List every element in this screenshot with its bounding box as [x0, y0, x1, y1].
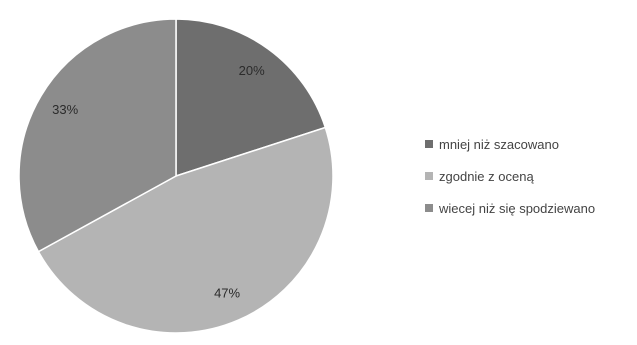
legend-item-mniej: mniej niż szacowano	[425, 135, 595, 153]
pie-label-wiecej: 33%	[52, 102, 78, 117]
legend-label-mniej: mniej niż szacowano	[439, 136, 559, 152]
pie-label-zgodnie: 47%	[214, 286, 240, 301]
pie-slice-zgodnie	[37, 126, 334, 334]
legend-item-zgodnie: zgodnie z oceną	[425, 167, 595, 185]
pie-slices	[18, 18, 334, 334]
legend-item-wiecej: wiecej niż się spodziewano	[425, 199, 595, 217]
pie-data-labels: 20% 47% 33%	[52, 63, 265, 300]
legend-swatch-wiecej	[425, 204, 433, 212]
legend-swatch-mniej	[425, 140, 433, 148]
legend-label-zgodnie: zgodnie z oceną	[439, 168, 534, 184]
pie-slice-mniej	[175, 18, 327, 178]
legend-swatch-zgodnie	[425, 172, 433, 180]
legend: mniej niż szacowano zgodnie z oceną wiec…	[425, 135, 595, 231]
legend-label-wiecej: wiecej niż się spodziewano	[439, 200, 596, 216]
pie-slice-wiecej	[18, 18, 177, 253]
pie-label-mniej: 20%	[239, 63, 265, 78]
